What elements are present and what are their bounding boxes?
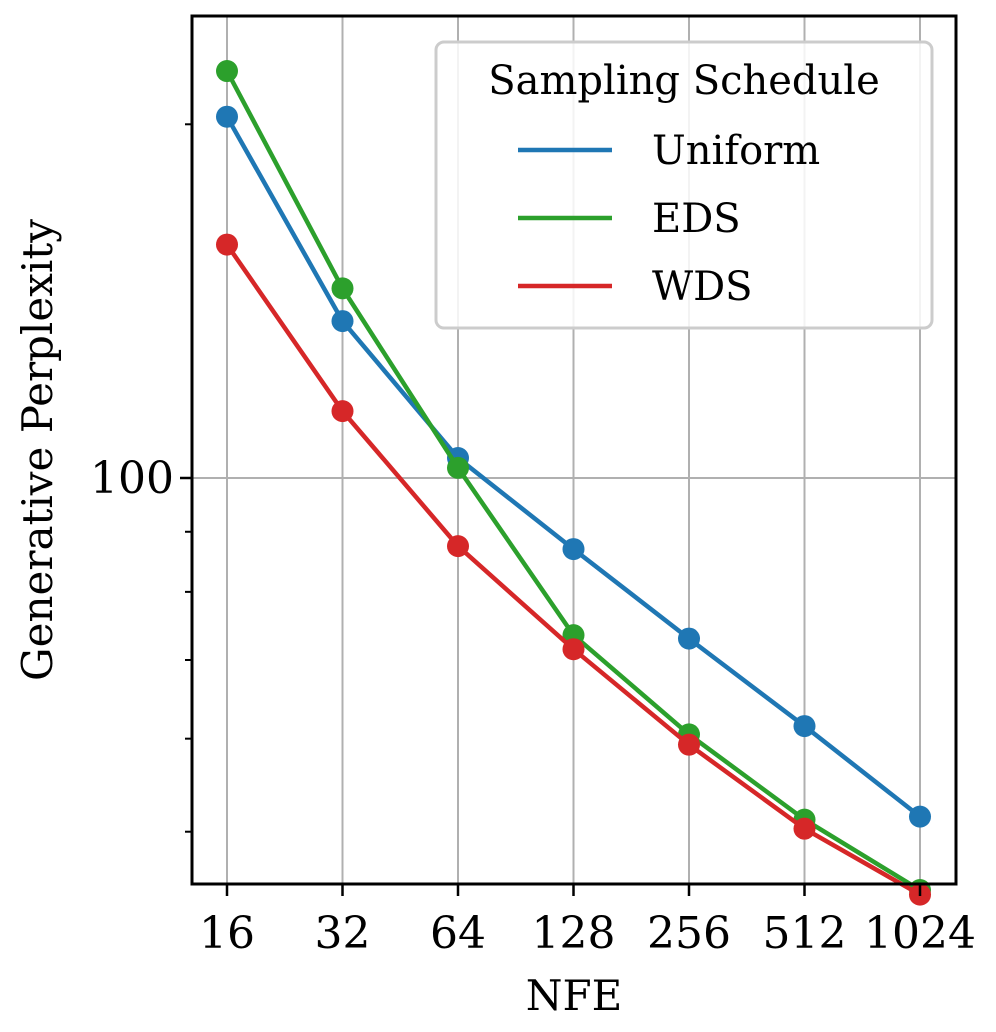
series-layer xyxy=(216,60,931,906)
x-tick-label: 16 xyxy=(199,908,255,959)
data-point-wds xyxy=(216,233,238,256)
axes: 16 32 64 128 256 512 1024 100 xyxy=(90,123,976,959)
data-point-uniform xyxy=(909,805,931,828)
data-point-uniform xyxy=(678,627,700,650)
x-tick-label: 256 xyxy=(647,908,731,959)
data-point-eds xyxy=(216,60,238,83)
legend-label-wds: WDS xyxy=(652,264,753,310)
data-point-eds xyxy=(447,456,469,479)
data-point-wds xyxy=(678,733,700,756)
legend: Sampling Schedule Uniform EDS WDS xyxy=(434,40,934,330)
legend-label-uniform: Uniform xyxy=(652,128,820,174)
x-tick-label: 1024 xyxy=(864,908,976,959)
legend-title: Sampling Schedule xyxy=(488,58,880,104)
legend-box xyxy=(434,40,934,330)
data-point-uniform xyxy=(793,715,816,738)
data-point-wds xyxy=(562,638,585,661)
data-point-wds xyxy=(793,817,816,840)
data-point-uniform xyxy=(562,538,585,561)
data-point-uniform xyxy=(216,105,238,128)
x-tick-label: 128 xyxy=(532,908,616,959)
x-axis-title: NFE xyxy=(526,971,623,1020)
data-point-eds xyxy=(331,277,354,300)
y-tick-label: 100 xyxy=(90,453,174,504)
y-axis-title: Generative Perplexity xyxy=(13,219,62,681)
x-tick-label: 32 xyxy=(315,908,371,959)
data-point-uniform xyxy=(331,310,354,333)
data-point-wds xyxy=(331,400,354,423)
legend-label-eds: EDS xyxy=(652,196,741,242)
x-tick-label: 512 xyxy=(763,908,847,959)
x-tick-label: 64 xyxy=(430,908,486,959)
data-point-wds xyxy=(447,535,469,558)
